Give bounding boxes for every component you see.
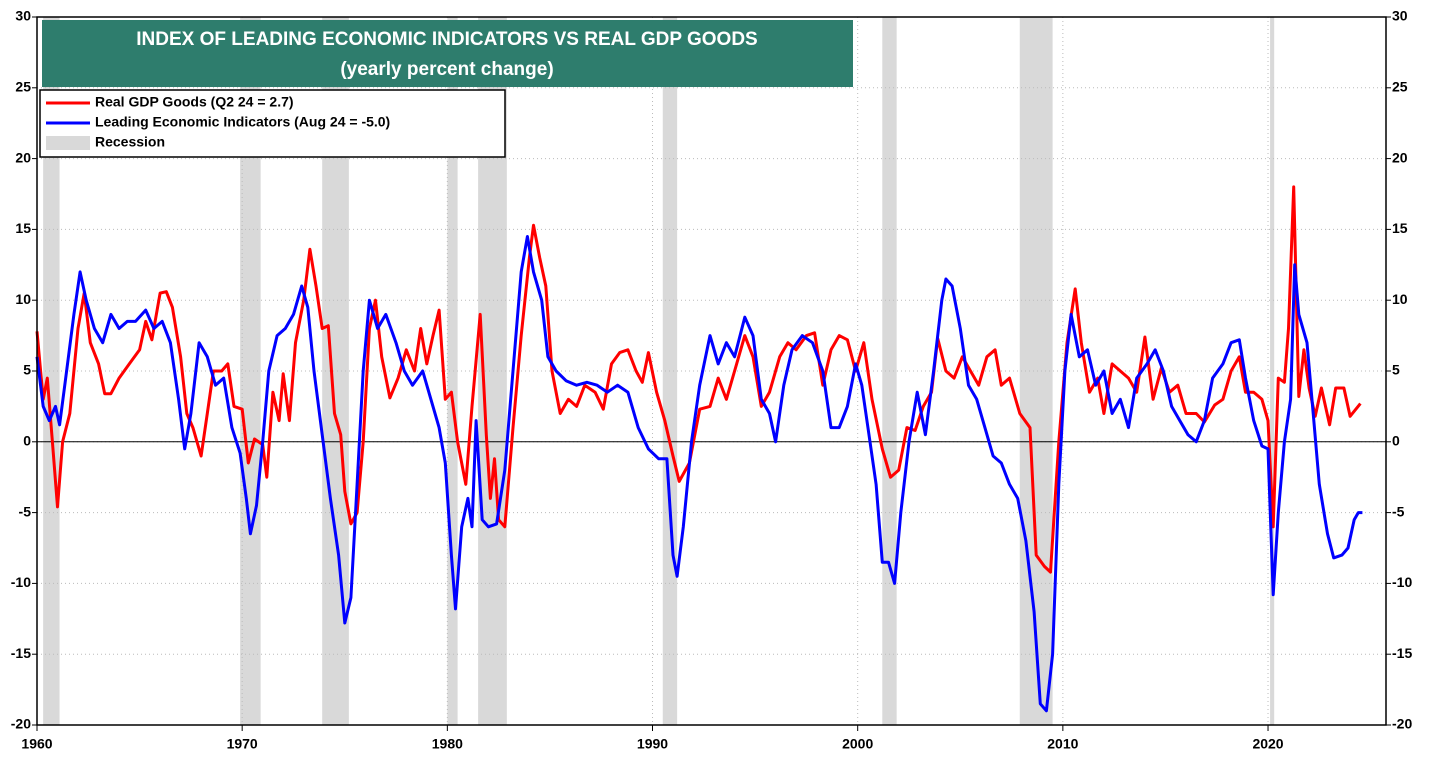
y2-tick-label: 0: [1392, 433, 1400, 449]
y2-tick-label: 30: [1392, 8, 1408, 24]
legend-label: Recession: [95, 134, 165, 150]
y2-tick-label: -10: [1392, 574, 1412, 590]
recession-band: [1270, 17, 1275, 725]
x-tick-label: 2020: [1252, 736, 1283, 752]
y-tick-label: -15: [11, 645, 31, 661]
y2-tick-label: 10: [1392, 291, 1408, 307]
y-tick-label: 20: [15, 149, 31, 165]
legend-swatch: [46, 136, 90, 150]
y2-tick-label: 15: [1392, 220, 1408, 236]
x-tick-label: 1990: [637, 736, 668, 752]
recession-band: [447, 17, 458, 725]
x-tick-label: 1960: [21, 736, 52, 752]
x-tick-label: 1970: [227, 736, 258, 752]
y-tick-label: -10: [11, 574, 31, 590]
plot-frame: [36, 16, 1387, 726]
y-tick-label: 5: [23, 362, 31, 378]
recession-band: [43, 17, 60, 725]
y-tick-label: 10: [15, 291, 31, 307]
y-tick-label: -5: [19, 503, 32, 519]
y2-tick-label: -15: [1392, 645, 1412, 661]
y-tick-label: -20: [11, 716, 31, 732]
recession-band: [240, 17, 261, 725]
x-tick-label: 2000: [842, 736, 873, 752]
series-line: [35, 235, 1363, 713]
chart-title: INDEX OF LEADING ECONOMIC INDICATORS VS …: [136, 29, 757, 50]
series-line: [35, 185, 1362, 574]
y-tick-label: 0: [23, 433, 31, 449]
x-tick-label: 1980: [432, 736, 463, 752]
y2-tick-label: -5: [1392, 503, 1405, 519]
y2-tick-label: 5: [1392, 362, 1400, 378]
recession-band: [1019, 17, 1053, 725]
y2-tick-label: 20: [1392, 149, 1408, 165]
legend-label: Leading Economic Indicators (Aug 24 = -5…: [95, 114, 390, 130]
chart-subtitle: (yearly percent change): [340, 59, 553, 80]
y2-tick-label: -20: [1392, 716, 1412, 732]
y2-tick-label: 25: [1392, 79, 1408, 95]
x-tick-label: 2010: [1047, 736, 1078, 752]
y-tick-label: 30: [15, 8, 31, 24]
y-tick-label: 15: [15, 220, 31, 236]
y-tick-label: 25: [15, 79, 31, 95]
legend-box: [39, 89, 506, 158]
title-box: [42, 20, 853, 87]
legend-label: Real GDP Goods (Q2 24 = 2.7): [95, 94, 294, 110]
